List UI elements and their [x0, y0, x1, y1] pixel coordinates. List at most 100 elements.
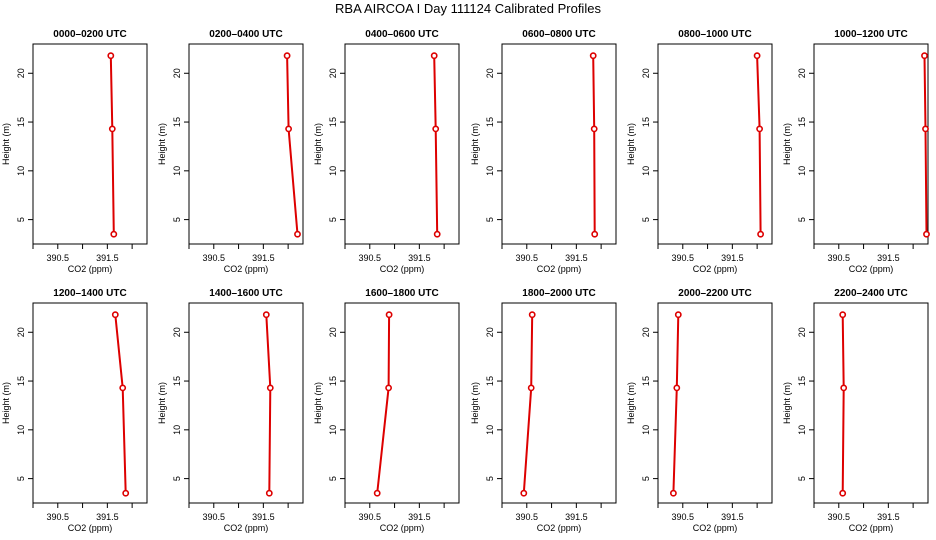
y-axis-label: Height (m): [782, 382, 792, 424]
data-point: [756, 125, 763, 133]
profile-line: [114, 314, 127, 494]
panel-title: 2200–2400 UTC: [834, 288, 907, 299]
x-axis-label: CO2 (ppm): [380, 523, 425, 533]
x-axis-label: CO2 (ppm): [849, 264, 894, 274]
y-tick-label: 10: [328, 166, 338, 176]
x-axis-label: CO2 (ppm): [693, 264, 738, 274]
panel-title: 0800–1000 UTC: [678, 29, 751, 40]
profile-line: [109, 55, 115, 235]
y-tick-label: 10: [172, 425, 182, 435]
x-axis-label: CO2 (ppm): [380, 264, 425, 274]
data-point: [520, 489, 528, 497]
x-axis-label: CO2 (ppm): [224, 264, 269, 274]
x-tick-label: 390.5: [828, 512, 851, 522]
x-axis-label: CO2 (ppm): [68, 264, 113, 274]
data-point: [670, 489, 677, 497]
y-tick-label: 20: [16, 68, 26, 78]
x-tick-label: 391.5: [877, 253, 900, 263]
y-tick-label: 5: [172, 476, 182, 481]
y-tick-label: 10: [641, 425, 651, 435]
y-tick-label: 10: [16, 166, 26, 176]
profile-line: [433, 55, 439, 235]
y-tick-label: 20: [172, 68, 182, 78]
y-tick-label: 15: [328, 117, 338, 127]
y-axis-label: Height (m): [157, 123, 167, 165]
y-tick-label: 15: [485, 117, 495, 127]
y-tick-label: 10: [797, 425, 807, 435]
y-tick-label: 20: [797, 68, 807, 78]
panel-title: 1200–1400 UTC: [53, 288, 126, 299]
data-point: [283, 52, 291, 60]
y-tick-label: 5: [16, 217, 26, 222]
data-point: [385, 311, 393, 319]
x-tick-label: 391.5: [252, 253, 275, 263]
y-axis-label: Height (m): [470, 382, 480, 424]
y-tick-label: 20: [16, 327, 26, 337]
data-point: [430, 52, 438, 60]
x-tick-label: 391.5: [96, 253, 119, 263]
data-point: [528, 311, 536, 319]
plot-frame: [32, 43, 148, 245]
data-point: [294, 230, 301, 238]
panel-title: 0000–0200 UTC: [53, 29, 126, 40]
data-point: [265, 489, 273, 497]
x-axis-label: CO2 (ppm): [849, 523, 894, 533]
data-point: [373, 489, 381, 497]
profile-line: [672, 314, 680, 494]
x-tick-label: 390.5: [359, 253, 382, 263]
y-axis-label: Height (m): [1, 382, 11, 424]
y-tick-label: 5: [641, 476, 651, 481]
x-tick-label: 391.5: [565, 512, 588, 522]
x-tick-label: 390.5: [672, 512, 695, 522]
plot-frame: [657, 43, 773, 245]
plot-frame: [344, 302, 460, 504]
y-tick-label: 20: [641, 327, 651, 337]
plot-frame: [657, 302, 773, 504]
panel-title: 1400–1600 UTC: [209, 288, 282, 299]
x-tick-label: 391.5: [252, 512, 275, 522]
data-point: [111, 311, 119, 319]
y-axis-label: Height (m): [313, 382, 323, 424]
x-axis-label: CO2 (ppm): [224, 523, 269, 533]
y-axis-label: Height (m): [157, 382, 167, 424]
plot-frame: [813, 302, 929, 504]
y-axis-label: Height (m): [626, 123, 636, 165]
y-tick-label: 15: [797, 376, 807, 386]
y-tick-label: 5: [797, 217, 807, 222]
y-axis-label: Height (m): [626, 382, 636, 424]
y-tick-label: 10: [485, 166, 495, 176]
plot-frame: [501, 302, 617, 504]
x-tick-label: 391.5: [721, 253, 744, 263]
y-tick-label: 15: [485, 376, 495, 386]
data-point: [753, 52, 761, 60]
panel-title: 1600–1800 UTC: [365, 288, 438, 299]
data-point: [108, 125, 116, 133]
y-tick-label: 20: [328, 68, 338, 78]
y-tick-label: 10: [485, 425, 495, 435]
x-tick-label: 390.5: [47, 253, 70, 263]
data-point: [674, 311, 682, 319]
data-point: [922, 125, 929, 133]
y-tick-label: 20: [328, 327, 338, 337]
plot-frame: [813, 43, 929, 245]
data-point: [432, 125, 440, 133]
x-tick-label: 390.5: [203, 253, 226, 263]
x-tick-label: 390.5: [359, 512, 382, 522]
y-tick-label: 20: [797, 327, 807, 337]
data-point: [107, 52, 115, 60]
profile-line: [756, 55, 762, 235]
x-tick-label: 391.5: [721, 512, 744, 522]
y-tick-label: 15: [641, 376, 651, 386]
y-axis-label: Height (m): [782, 123, 792, 165]
data-point: [923, 230, 930, 238]
x-tick-label: 391.5: [408, 253, 431, 263]
x-tick-label: 390.5: [516, 512, 539, 522]
x-tick-label: 391.5: [565, 253, 588, 263]
plot-frame: [501, 43, 617, 245]
